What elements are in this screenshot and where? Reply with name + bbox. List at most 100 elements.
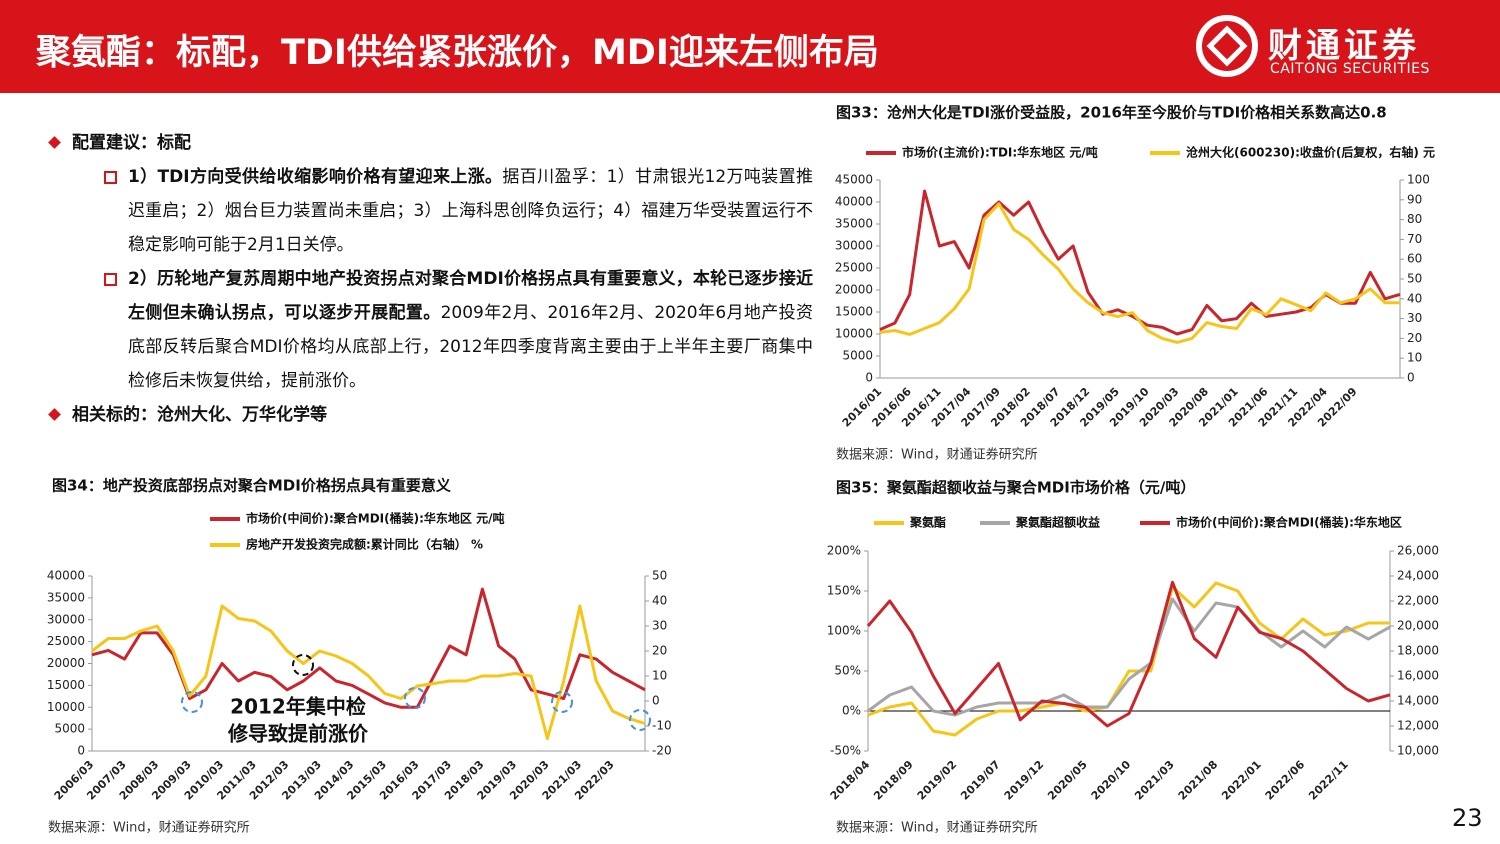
legend-label: 聚氨酯 (909, 515, 946, 530)
y-tick-label: 100% (827, 624, 861, 638)
bullet-list: 配置建议：标配 1）TDI方向受供给收缩影响价格有望迎来上涨。据百川盈孚：1）甘肃… (48, 126, 813, 432)
x-tick-label: 2021/08 (1176, 758, 1221, 803)
x-tick-label: 2020/05 (1045, 758, 1090, 803)
y-tick-label: 0% (842, 704, 861, 718)
y2-tick-label: 30 (1407, 311, 1422, 325)
y-tick-label: -50% (830, 744, 861, 758)
y2-tick-label: 10 (1407, 351, 1422, 365)
highlight-circle (181, 691, 203, 713)
y-tick-label: 25000 (835, 261, 873, 275)
y-tick-label: 20000 (47, 656, 85, 670)
x-tick-label: 2019/02 (915, 758, 960, 803)
y-tick-label: 40000 (47, 569, 85, 583)
y-tick-label: 25000 (47, 634, 85, 648)
y2-tick-label: 14,000 (1397, 694, 1439, 708)
y-tick-label: 0 (865, 371, 873, 385)
legend-label: 市场价(主流价):TDI:华东地区 元/吨 (902, 145, 1098, 160)
page-number: 23 (1452, 804, 1483, 832)
logo-icon (1196, 15, 1258, 77)
y-tick-label: 40000 (835, 195, 873, 209)
y-tick-label: 50% (834, 664, 861, 678)
y-tick-label: 10000 (835, 327, 873, 341)
y2-tick-label: -10 (652, 719, 672, 733)
y2-tick-label: 20,000 (1397, 619, 1439, 633)
y2-tick-label: 18,000 (1397, 644, 1439, 658)
y2-tick-label: 0 (652, 694, 660, 708)
y2-tick-label: 16,000 (1397, 669, 1439, 683)
legend-label: 市场价(中间价):聚合MDI(桶装):华东地区 (1176, 515, 1402, 530)
y2-tick-label: 50 (652, 569, 667, 583)
y2-tick-label: 50 (1407, 272, 1422, 286)
y2-tick-label: 30 (652, 619, 667, 633)
x-tick-label: 2022/06 (1263, 758, 1308, 803)
y2-tick-label: 40 (652, 594, 667, 608)
bullet-text: 2009年2月、2016年2月、2020年6月地产投资底部反转后聚合MDI价格均… (128, 303, 813, 391)
legend-label: 聚氨酯超额收益 (1015, 515, 1100, 530)
y2-tick-label: 12,000 (1397, 719, 1439, 733)
y-tick-label: 20000 (835, 283, 873, 297)
y-tick-label: 10000 (47, 700, 85, 714)
y2-tick-label: 20 (1407, 331, 1422, 345)
highlight-circle (292, 654, 314, 676)
y-tick-label: 45000 (835, 173, 873, 187)
bullet-text: 据百川盈孚：1）甘肃银光12万吨装置推迟重启；2）烟台巨力装置尚未重启；3）上海… (128, 167, 813, 255)
y2-tick-label: 22,000 (1397, 594, 1439, 608)
y2-tick-label: 60 (1407, 252, 1422, 266)
header-bar: 聚氨酯：标配，TDI供给紧张涨价，MDI迎来左侧布局 财通证券 CAITONG … (0, 0, 1500, 93)
bullet-bold: 1）TDI方向受供给收缩影响价格有望迎来上涨。 (128, 167, 503, 187)
y-tick-label: 30000 (47, 612, 85, 626)
x-tick-label: 2021/03 (1132, 758, 1177, 803)
y-tick-label: 35000 (835, 217, 873, 231)
x-tick-label: 2018/09 (871, 758, 916, 803)
series-line (866, 580, 1391, 728)
y2-tick-label: 10,000 (1397, 744, 1439, 758)
annotation: 2012年集中检 (230, 695, 366, 719)
bullet: 相关标的：沧州大化、万华化学等 (48, 398, 813, 432)
series-line (91, 604, 646, 740)
y-tick-label: 30000 (835, 239, 873, 253)
y2-tick-label: 24,000 (1397, 569, 1439, 583)
y-tick-label: 0 (77, 744, 85, 758)
y2-tick-label: 10 (652, 669, 667, 683)
y-tick-label: 5000 (54, 722, 85, 736)
x-tick-label: 2019/07 (958, 758, 1003, 803)
y2-tick-label: 80 (1407, 212, 1422, 226)
legend-label: 市场价(中间价):聚合MDI(桶装):华东地区 元/吨 (246, 511, 504, 526)
source-note: 数据来源：Wind，财通证券研究所 (836, 447, 1038, 463)
x-tick-label: 2022/11 (1306, 758, 1351, 803)
bullet-bold: 2）历轮地产复苏周期中地产投资拐点对聚合MDI价格拐点具有重要意义，本轮已逐步接… (128, 269, 813, 323)
y-tick-label: 200% (827, 544, 861, 558)
y2-tick-label: 26,000 (1397, 544, 1439, 558)
logo-text-en: CAITONG SECURITIES (1270, 61, 1430, 77)
legend-label: 房地产开发投资完成额:累计同比（右轴） % (246, 537, 483, 552)
y-tick-label: 35000 (47, 590, 85, 604)
bullet: 配置建议：标配 (48, 126, 813, 160)
series-line (879, 202, 1400, 344)
logo-text: 财通证券 (1268, 26, 1420, 66)
bullet-text: 相关标的：沧州大化、万华化学等 (72, 405, 327, 425)
y2-tick-label: -20 (652, 744, 672, 758)
y2-tick-label: 90 (1407, 192, 1422, 206)
y-tick-label: 15000 (835, 305, 873, 319)
bullet-text: 配置建议：标配 (72, 133, 191, 153)
chart-title: 图33：沧州大化是TDI涨价受益股，2016年至今股价与TDI价格相关系数高达0… (836, 104, 1387, 122)
y2-tick-label: 100 (1407, 173, 1430, 187)
series-line (867, 581, 1390, 737)
series-line (867, 597, 1391, 717)
y-tick-label: 15000 (47, 678, 85, 692)
source-note: 数据来源：Wind，财通证券研究所 (48, 820, 250, 836)
series-line (879, 189, 1401, 336)
bullet: 2）历轮地产复苏周期中地产投资拐点对聚合MDI价格拐点具有重要意义，本轮已逐步接… (48, 262, 813, 398)
y-tick-label: 5000 (842, 349, 873, 363)
y-tick-label: 150% (827, 584, 861, 598)
x-tick-label: 2022/01 (1219, 758, 1264, 803)
source-note: 数据来源：Wind，财通证券研究所 (836, 820, 1038, 836)
y2-tick-label: 0 (1407, 371, 1415, 385)
y2-tick-label: 20 (652, 644, 667, 658)
y2-tick-label: 70 (1407, 232, 1422, 246)
chart-title: 图34：地产投资底部拐点对聚合MDI价格拐点具有重要意义 (52, 477, 451, 495)
highlight-circle (404, 687, 426, 709)
y2-tick-label: 40 (1407, 291, 1422, 305)
